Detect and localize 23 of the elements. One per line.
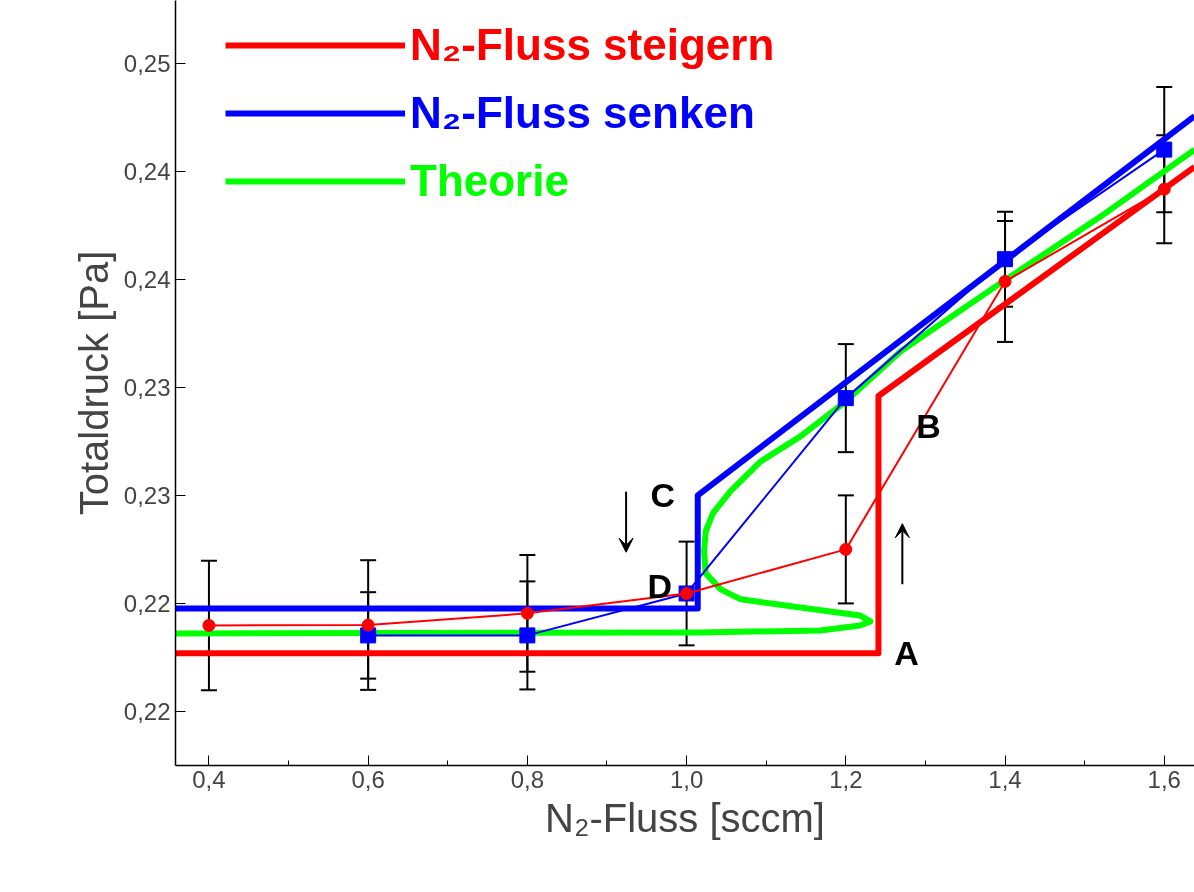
y-tick-label: 0,23: [123, 373, 171, 401]
x-tick-label: 1,2: [829, 765, 863, 793]
y-tick-label: 0,22: [123, 589, 171, 617]
legend-label: Theorie: [410, 156, 569, 206]
y-axis-title: Totaldruck [Pa]: [71, 250, 116, 516]
x-tick-label: 1,0: [669, 765, 704, 793]
y-tick-label: 0,23: [123, 481, 171, 509]
annotation: D: [647, 567, 673, 606]
annotation: B: [916, 406, 941, 445]
legend-label: N₂-Fluss senken: [410, 88, 755, 138]
x-tick-label: 0,8: [510, 765, 545, 793]
legend-label: N₂-Fluss steigern: [410, 20, 775, 70]
x-tick-label: 1,4: [988, 765, 1022, 793]
x-tick-label: 1,6: [1147, 765, 1181, 793]
x-axis-title: N₂-Fluss [sccm]: [545, 795, 825, 840]
y-tick-label: 0,24: [123, 265, 171, 293]
x-tick-label: 0,6: [351, 765, 385, 793]
y-tick-label: 0,22: [123, 697, 171, 725]
annotation: C: [650, 476, 676, 515]
y-tick-label: 0,25: [123, 49, 171, 77]
y-tick-label: 0,24: [123, 157, 171, 185]
x-tick-label: 0,4: [192, 765, 226, 793]
annotation: A: [894, 634, 919, 673]
